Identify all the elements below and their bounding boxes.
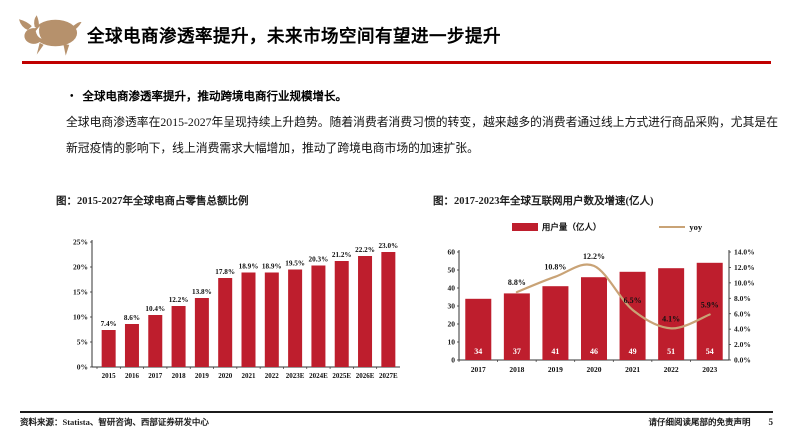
svg-text:2027E: 2027E: [379, 372, 398, 380]
svg-text:18.9%: 18.9%: [262, 263, 282, 271]
svg-text:12.0%: 12.0%: [734, 263, 755, 272]
svg-text:2017: 2017: [471, 365, 486, 374]
left-chart-caption: 图：2015-2027年全球电商占零售总额比例: [56, 196, 249, 207]
svg-text:2019: 2019: [195, 372, 210, 380]
svg-text:8.0%: 8.0%: [734, 294, 751, 303]
svg-text:18.9%: 18.9%: [239, 263, 259, 271]
svg-text:46: 46: [590, 347, 598, 356]
svg-text:49: 49: [629, 347, 637, 356]
svg-text:0.0%: 0.0%: [734, 356, 751, 365]
right-chart-caption: 图：2017-2023年全球互联网用户数及增速(亿人): [433, 196, 654, 207]
disclaimer-note: 请仔细阅读尾部的免责声明: [648, 417, 751, 427]
svg-text:60: 60: [448, 248, 456, 257]
bullet-heading-row: • 全球电商渗透率提升，推动跨境电商行业规模增长。: [70, 88, 347, 104]
svg-text:2025E: 2025E: [332, 372, 351, 380]
svg-text:4.0%: 4.0%: [734, 325, 751, 334]
svg-text:40: 40: [448, 284, 456, 293]
svg-text:51: 51: [667, 347, 675, 356]
left-chart-plot: 0% 5% 10% 15% 20% 25% 7.4% 2015 8.6% 2016 10.4% 201…: [73, 238, 400, 380]
legend-label: 用户量（亿人）: [541, 222, 602, 232]
svg-text:10: 10: [448, 338, 456, 347]
bar-swatch-icon: [511, 223, 538, 231]
svg-text:2022: 2022: [265, 372, 280, 380]
svg-text:2024E: 2024E: [309, 372, 328, 380]
bull-logo-icon: [18, 11, 82, 57]
svg-text:41: 41: [551, 347, 559, 356]
svg-text:2022: 2022: [664, 365, 679, 374]
svg-text:8.8%: 8.8%: [508, 278, 526, 287]
svg-text:2016: 2016: [125, 372, 140, 380]
svg-text:20%: 20%: [73, 263, 88, 272]
svg-text:13.8%: 13.8%: [192, 288, 212, 296]
svg-text:6.5%: 6.5%: [624, 296, 642, 305]
right-chart: 图：2017-2023年全球互联网用户数及增速(亿人) 用户量（亿人） yoy 0…: [433, 193, 781, 388]
svg-text:12.2%: 12.2%: [583, 252, 605, 261]
source-note: 资料来源：Statista、智研咨询、西部证券研发中心: [20, 417, 209, 427]
svg-text:19.5%: 19.5%: [285, 260, 305, 268]
svg-text:10.4%: 10.4%: [145, 305, 165, 313]
legend-label: yoy: [689, 222, 703, 232]
svg-text:15%: 15%: [73, 288, 88, 297]
right-chart-plot: 0 10 20 30 40 50 60 0.0% 2.0% 4.0% 6.0% 8.0% 10.0% 12…: [448, 248, 755, 374]
svg-text:4.1%: 4.1%: [662, 314, 680, 323]
svg-text:10%: 10%: [73, 313, 88, 322]
svg-text:2023: 2023: [702, 365, 717, 374]
svg-text:2.0%: 2.0%: [734, 340, 751, 349]
legend-item-yoy: yoy: [659, 222, 702, 232]
svg-text:2018: 2018: [509, 365, 524, 374]
svg-text:21.2%: 21.2%: [332, 251, 352, 259]
svg-text:2019: 2019: [548, 365, 563, 374]
svg-text:20: 20: [448, 320, 456, 329]
svg-text:0: 0: [451, 356, 455, 365]
svg-text:2017: 2017: [148, 372, 163, 380]
svg-text:2020: 2020: [218, 372, 233, 380]
svg-text:17.8%: 17.8%: [215, 268, 235, 276]
left-chart: 图：2015-2027年全球电商占零售总额比例 0% 5% 10% 15% 20% 25%…: [56, 193, 406, 397]
svg-text:37: 37: [513, 347, 521, 356]
svg-text:0%: 0%: [77, 363, 88, 372]
line-swatch-icon: [659, 226, 686, 228]
svg-text:8.6%: 8.6%: [124, 314, 140, 322]
svg-text:23.0%: 23.0%: [378, 242, 398, 250]
footer-divider: [20, 411, 773, 413]
svg-text:22.2%: 22.2%: [355, 246, 375, 254]
svg-text:25%: 25%: [73, 238, 88, 247]
page-number: 5: [768, 417, 774, 427]
svg-text:50: 50: [448, 266, 456, 275]
svg-text:5%: 5%: [77, 338, 88, 347]
right-chart-legend: 用户量（亿人） yoy: [433, 221, 781, 233]
svg-text:2026E: 2026E: [356, 372, 375, 380]
svg-text:20.3%: 20.3%: [309, 256, 329, 264]
svg-text:2020: 2020: [587, 365, 602, 374]
svg-text:7.4%: 7.4%: [101, 320, 117, 328]
header-divider: [22, 61, 771, 64]
svg-text:2023E: 2023E: [286, 372, 305, 380]
svg-text:2018: 2018: [172, 372, 187, 380]
svg-text:2021: 2021: [242, 372, 257, 380]
bullet-heading: 全球电商渗透率提升，推动跨境电商行业规模增长。: [82, 91, 348, 103]
page-title: 全球电商渗透率提升，未来市场空间有望进一步提升: [87, 26, 501, 46]
bullet-marker: •: [70, 91, 74, 102]
body-paragraph: 全球电商渗透率在2015-2027年呈现持续上升趋势。随着消费者消费习惯的转变，…: [66, 115, 778, 155]
legend-item-users: 用户量（亿人）: [511, 221, 602, 233]
svg-text:6.0%: 6.0%: [734, 309, 751, 318]
svg-text:2021: 2021: [625, 365, 640, 374]
svg-text:14.0%: 14.0%: [734, 248, 755, 257]
svg-text:10.8%: 10.8%: [544, 263, 566, 272]
svg-text:2015: 2015: [102, 372, 117, 380]
svg-text:12.2%: 12.2%: [169, 296, 189, 304]
svg-text:5.9%: 5.9%: [701, 300, 719, 309]
svg-text:30: 30: [448, 302, 456, 311]
svg-text:10.0%: 10.0%: [734, 278, 755, 287]
svg-text:54: 54: [706, 347, 714, 356]
svg-text:34: 34: [474, 347, 482, 356]
